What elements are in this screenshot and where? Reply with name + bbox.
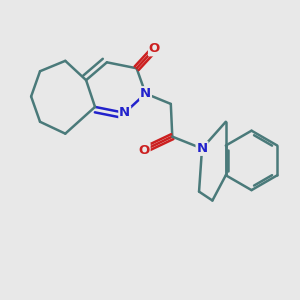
Text: N: N (119, 106, 130, 119)
Text: N: N (196, 142, 208, 155)
Text: N: N (140, 87, 151, 100)
Text: O: O (138, 143, 150, 157)
Text: O: O (149, 42, 160, 56)
